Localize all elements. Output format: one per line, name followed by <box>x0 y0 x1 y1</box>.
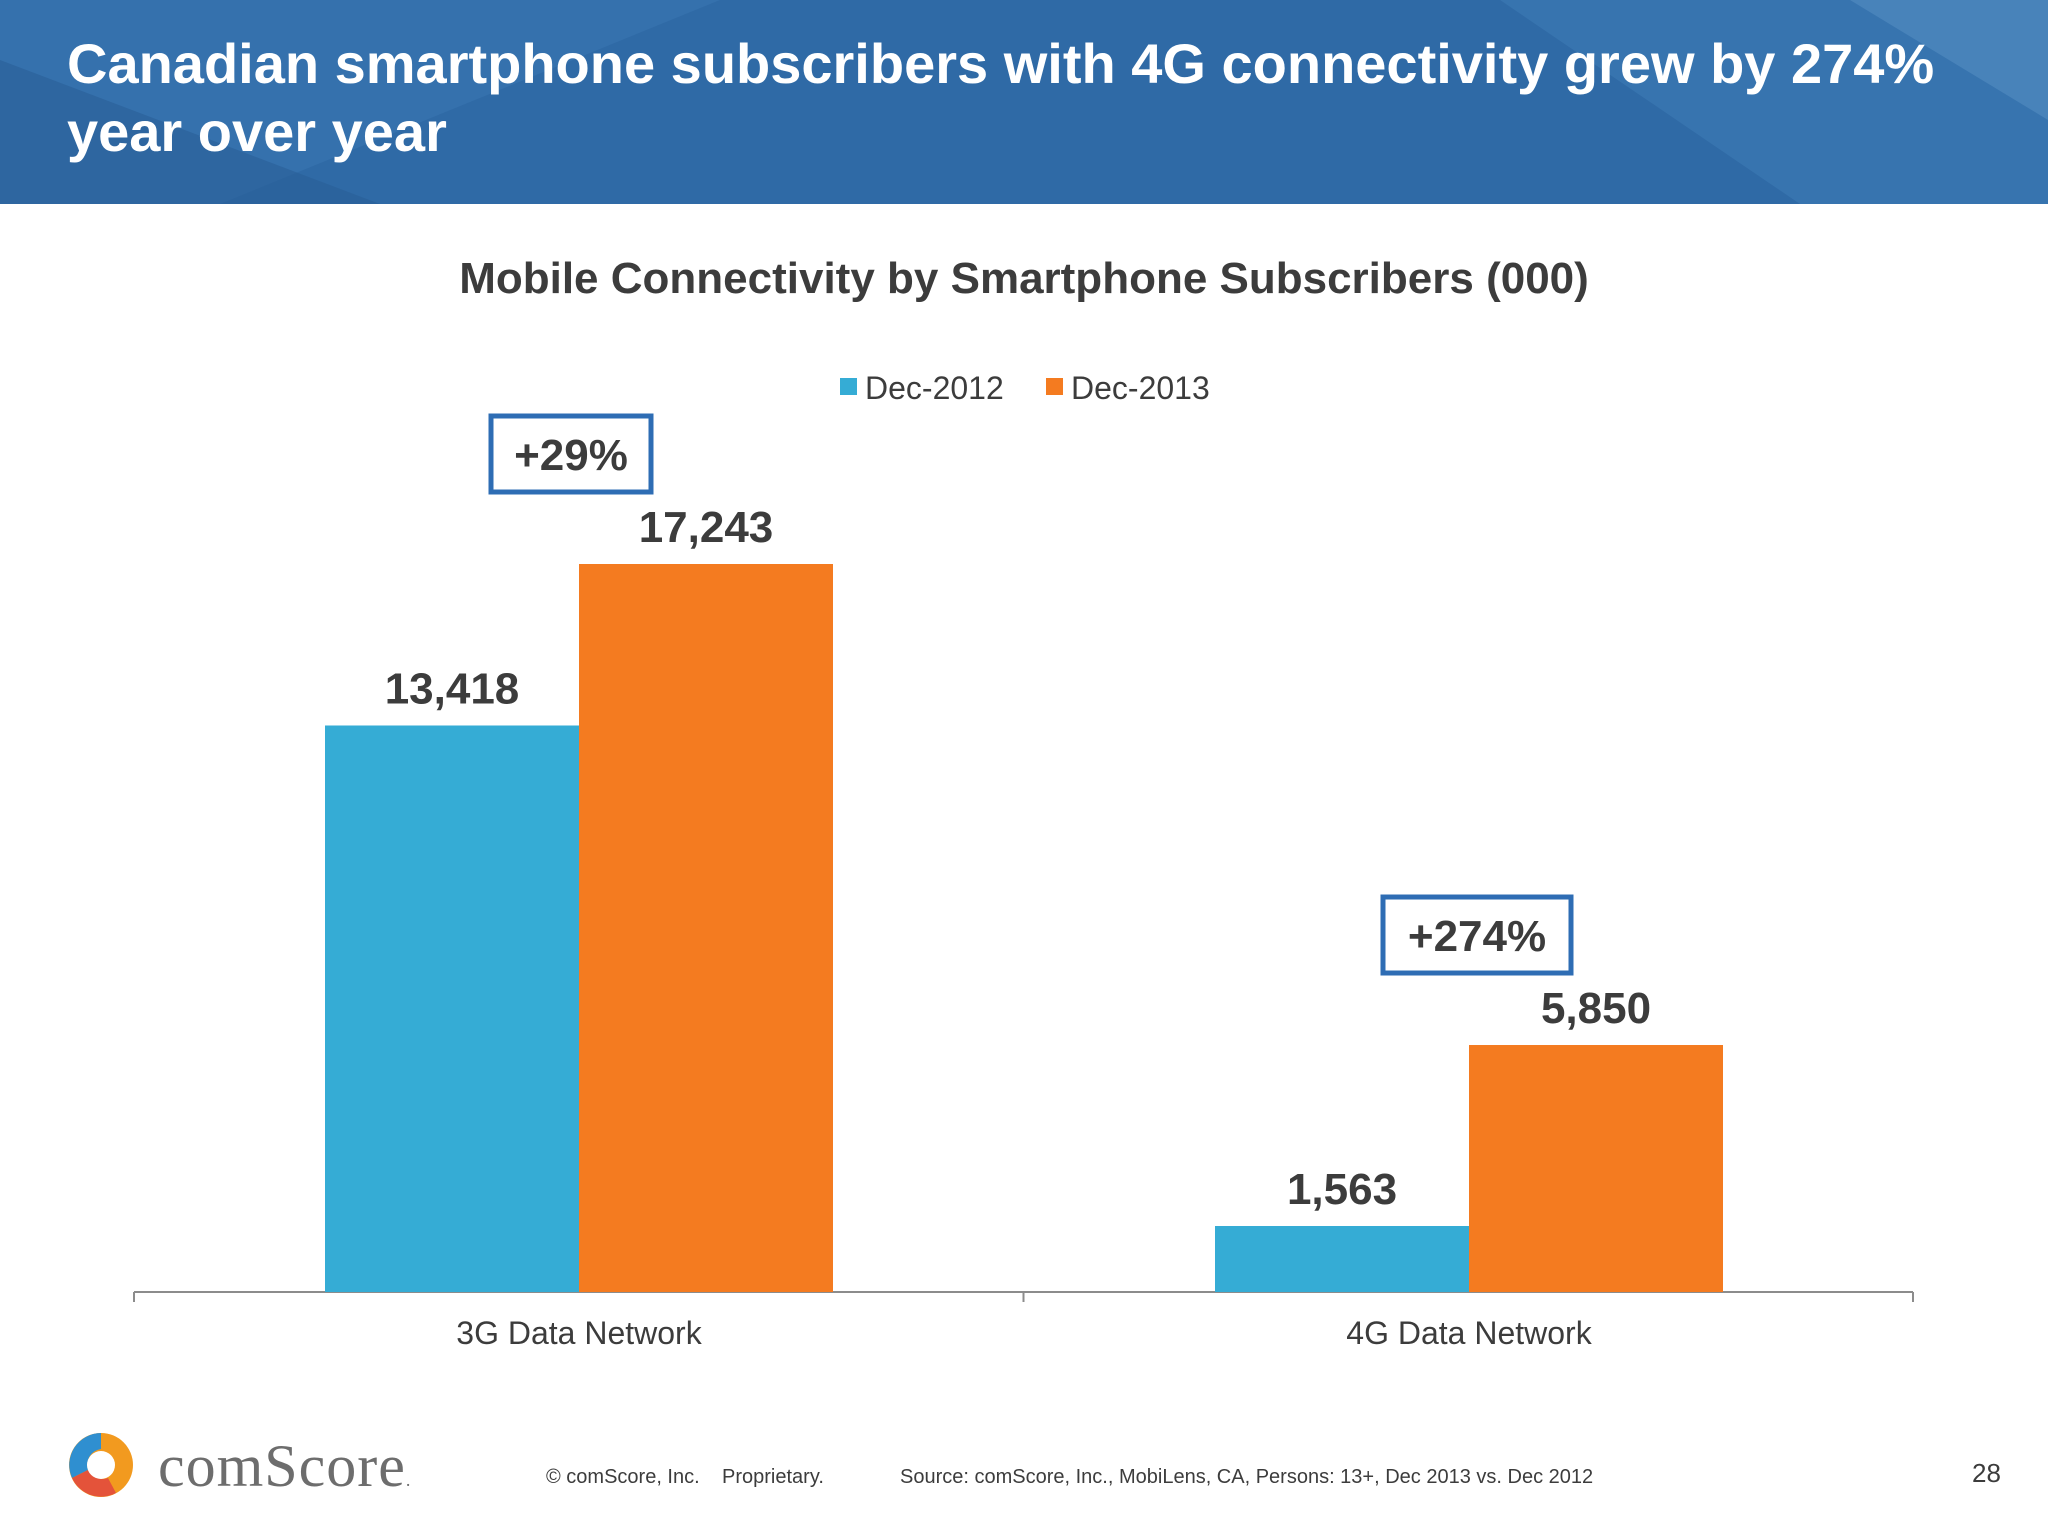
bar-dec-2013-2 <box>1469 1045 1723 1292</box>
bar-dec-2012-1 <box>325 725 579 1292</box>
category-label-2: 4G Data Network <box>1346 1315 1592 1351</box>
header-decoration <box>0 0 2048 204</box>
legend-swatch-dec-2012 <box>840 378 857 395</box>
logo-wordmark: comScore <box>158 1433 406 1499</box>
footer-copyright: © comScore, Inc. <box>546 1466 700 1488</box>
growth-box-2 <box>1380 894 1574 976</box>
value-label-dec-2012-2: 1,563 <box>1287 1165 1397 1214</box>
slide-header: Canadian smartphone subscribers with 4G … <box>0 0 2048 204</box>
bar-chart: Dec-2012 Dec-2013 13,418 17,243 3G Data Netw… <box>133 370 1914 1351</box>
value-label-dec-2013-1: 17,243 <box>639 503 774 552</box>
growth-label-2: +274% <box>1408 912 1546 961</box>
growth-box-1 <box>488 413 654 495</box>
bar-dec-2012-2 <box>1215 1226 1469 1292</box>
category-label-1: 3G Data Network <box>456 1315 702 1351</box>
chart-title: Mobile Connectivity by Smartphone Subscr… <box>459 254 1589 303</box>
slide-title: Canadian smartphone subscribers with 4G … <box>67 32 1935 163</box>
value-label-dec-2012-1: 13,418 <box>385 664 520 713</box>
legend-swatch-dec-2013 <box>1046 378 1063 395</box>
page-number: 28 <box>1972 1458 2001 1488</box>
comscore-logo-icon <box>69 1433 133 1497</box>
bar-dec-2013-1 <box>579 564 833 1292</box>
growth-label-1: +29% <box>514 431 628 480</box>
registered-mark-icon: . <box>405 1470 412 1490</box>
legend-label-dec-2012: Dec-2012 <box>865 370 1004 406</box>
footer-source: Source: comScore, Inc., MobiLens, CA, Pe… <box>900 1466 1594 1488</box>
legend-label-dec-2013: Dec-2013 <box>1071 370 1210 406</box>
footer-proprietary: Proprietary. <box>722 1466 824 1488</box>
value-label-dec-2013-2: 5,850 <box>1541 984 1651 1033</box>
comscore-logo-text: comScore. <box>158 1432 411 1501</box>
